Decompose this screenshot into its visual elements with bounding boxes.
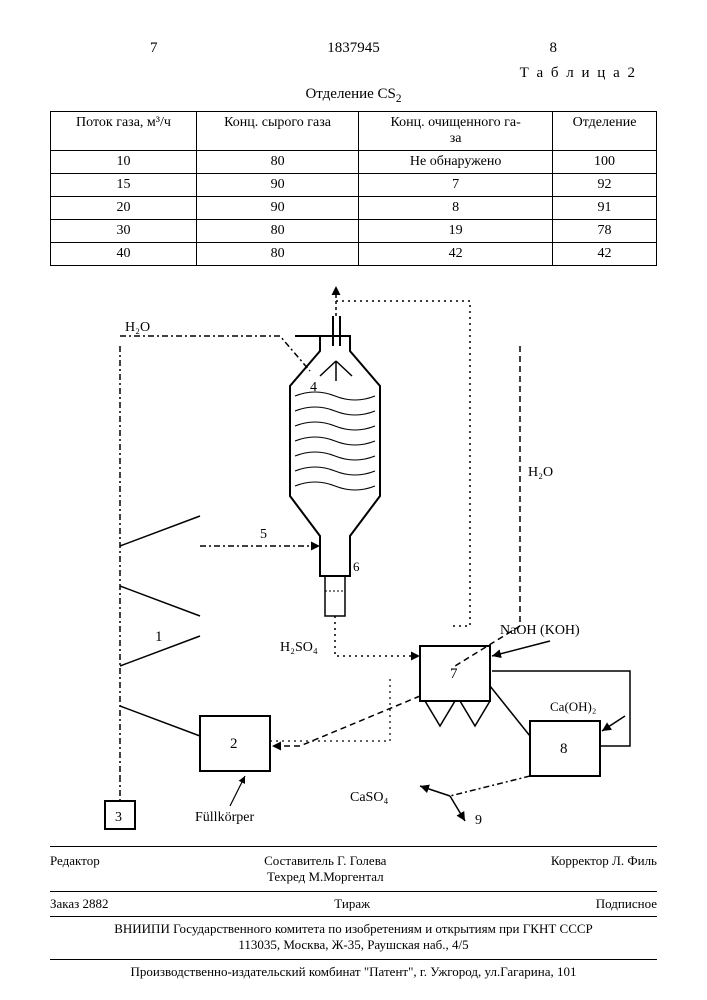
tirazh: Тираж <box>334 896 370 912</box>
footer-bottom: Производственно-издательский комбинат "П… <box>50 959 657 980</box>
corrector: Корректор Л. Филь <box>551 853 657 885</box>
table-label: Т а б л и ц а 2 <box>50 65 657 82</box>
techred: Техред М.Моргентал <box>100 869 551 885</box>
label-caoh2: Ca(OH)₂ <box>550 699 596 714</box>
order-row: Заказ 2882 Тираж Подписное <box>50 891 657 917</box>
vessel-4: 4 6 <box>290 316 380 616</box>
footer-line1: ВНИИПИ Государственного комитета по изоб… <box>50 921 657 937</box>
label-h2o-right: H₂O <box>528 465 553 480</box>
node-5-label: 5 <box>260 527 267 542</box>
editor-label: Редактор <box>50 853 100 885</box>
label-naoh: NaOH (KOH) <box>500 623 580 638</box>
table-row: 20 90 8 91 <box>51 197 657 220</box>
label-caso4: CaSO₄ <box>350 790 388 805</box>
page-left: 7 <box>150 40 158 57</box>
data-table: Поток газа, м³/ч Конц. сырого газа Конц.… <box>50 111 657 266</box>
col-0: Поток газа, м³/ч <box>51 112 197 151</box>
col-3: Отделение <box>553 112 657 151</box>
table-body: 10 80 Не обнаружено 100 15 90 7 92 20 90… <box>51 151 657 266</box>
node-7-label: 7 <box>450 666 458 682</box>
label-h2so4: H₂SO₄ <box>280 640 318 655</box>
podpisnoe: Подписное <box>596 896 657 912</box>
col-2: Конц. очищенного га- за <box>359 112 553 151</box>
node-2-label: 2 <box>230 736 238 752</box>
table-header-row: Поток газа, м³/ч Конц. сырого газа Конц.… <box>51 112 657 151</box>
doc-number: 1837945 <box>327 40 380 57</box>
column-1: 1 <box>120 346 200 776</box>
table-row: 15 90 7 92 <box>51 174 657 197</box>
page-right: 8 <box>550 40 558 57</box>
table-row: 30 80 19 78 <box>51 220 657 243</box>
node-4-label: 4 <box>310 380 317 395</box>
node-3-label: 3 <box>115 810 122 825</box>
label-fullkorper: Füllkörper <box>195 810 254 825</box>
flow-diagram: 4 6 H₂O H₂O 1 2 <box>50 276 657 836</box>
credits-block: Редактор Составитель Г. Голева Техред М.… <box>50 846 657 885</box>
compiler: Составитель Г. Голева <box>100 853 551 869</box>
page: 7 1837945 8 Т а б л и ц а 2 Отделение CS… <box>0 0 707 1000</box>
zakaz: Заказ 2882 <box>50 896 109 912</box>
node-1-label: 1 <box>155 629 163 645</box>
footer-block: ВНИИПИ Государственного комитета по изоб… <box>50 921 657 953</box>
label-h2o-left: H₂O <box>125 320 150 335</box>
page-header: 7 1837945 8 <box>50 40 657 57</box>
table-row: 10 80 Не обнаружено 100 <box>51 151 657 174</box>
node-9-label: 9 <box>475 813 482 828</box>
node-6-label: 6 <box>353 559 360 574</box>
node-8-label: 8 <box>560 741 568 757</box>
footer-line2: 113035, Москва, Ж-35, Раушская наб., 4/5 <box>50 937 657 953</box>
col-1: Конц. сырого газа <box>196 112 358 151</box>
table-row: 40 80 42 42 <box>51 243 657 266</box>
table-title: Отделение CS2 <box>50 86 657 105</box>
